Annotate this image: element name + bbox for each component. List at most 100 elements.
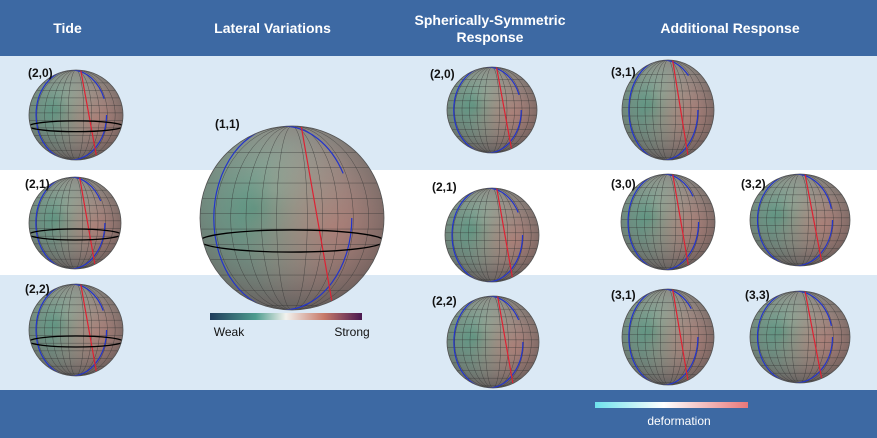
globe-label: (2,1)	[432, 180, 457, 194]
meridian	[791, 174, 809, 266]
meridian	[659, 174, 677, 270]
globe-tint	[29, 284, 123, 376]
globe: (3,2)	[741, 173, 851, 267]
meridian	[660, 289, 676, 385]
meridian	[758, 291, 842, 383]
meridian	[774, 291, 826, 383]
globe-grid	[447, 67, 537, 153]
meridian	[454, 67, 530, 153]
meridian	[454, 296, 532, 388]
equator	[29, 228, 121, 241]
globe-tint	[445, 188, 539, 282]
column-header: Lateral Variations	[214, 20, 331, 36]
meridian	[484, 67, 500, 153]
globe-outline	[446, 295, 540, 389]
globe-label: (3,2)	[741, 177, 766, 191]
meridian	[476, 67, 508, 153]
meridian	[36, 177, 114, 269]
meridian-blue	[35, 284, 108, 376]
globe: (2,2)	[25, 282, 124, 377]
globe-outline	[444, 187, 540, 283]
globe-label: (2,2)	[25, 282, 50, 296]
meridian	[36, 70, 116, 160]
globe-outline	[446, 66, 538, 154]
meridian-red	[80, 284, 98, 376]
globe-label: (3,1)	[611, 288, 636, 302]
globe-grid	[750, 291, 850, 383]
globe-outline	[28, 176, 122, 270]
meridian-red	[495, 67, 513, 153]
meridian-blue	[453, 67, 522, 153]
colorbar-low: Weak	[214, 325, 245, 339]
meridian	[791, 291, 809, 383]
globe-grid	[445, 188, 539, 282]
row-band	[0, 56, 877, 170]
meridian-red	[672, 174, 690, 270]
meridian-red	[804, 174, 824, 266]
globe: (3,3)	[745, 288, 851, 384]
globe-label: (2,0)	[430, 67, 455, 81]
meridian	[230, 126, 354, 310]
meridian	[637, 289, 699, 385]
meridian	[460, 188, 524, 282]
meridian	[758, 174, 842, 266]
meridian	[483, 188, 501, 282]
meridian	[469, 67, 515, 153]
globe-tint	[447, 67, 537, 153]
meridian-red	[804, 291, 824, 383]
globe-grid	[200, 126, 384, 310]
meridian	[652, 60, 684, 160]
meridian-blue	[451, 188, 524, 282]
globe-tint	[29, 177, 121, 269]
meridian	[636, 174, 700, 270]
column-header: Additional Response	[660, 20, 800, 36]
globe-tint	[200, 126, 384, 310]
meridian	[51, 177, 99, 269]
meridian-red	[80, 70, 98, 160]
globe-label: (3,3)	[745, 288, 770, 302]
meridian	[215, 126, 369, 310]
meridian-blue	[35, 177, 106, 269]
globe: (3,1)	[611, 288, 715, 386]
colorbar-high: Strong	[334, 325, 369, 339]
meridian	[660, 60, 676, 160]
meridian-red	[79, 177, 97, 269]
meridian	[261, 126, 323, 310]
meridian	[644, 174, 692, 270]
meridian	[629, 289, 707, 385]
meridian	[52, 70, 100, 160]
row-band	[0, 275, 877, 390]
column-header: Spherically-Symmetric Response	[414, 12, 566, 45]
meridian	[783, 291, 817, 383]
meridian	[629, 60, 707, 160]
globe-tint	[29, 70, 123, 160]
globe-label: (2,0)	[28, 66, 53, 80]
meridian	[245, 126, 339, 310]
meridian	[462, 296, 524, 388]
deformation-label: deformation	[647, 414, 710, 428]
equator	[29, 335, 123, 348]
meridian-blue	[756, 291, 834, 383]
globe-tint	[621, 174, 715, 270]
meridian-blue	[453, 296, 524, 388]
meridian	[783, 174, 817, 266]
meridian	[44, 284, 108, 376]
meridian-blue	[213, 126, 353, 310]
deformation-colorbar	[595, 402, 748, 408]
globe-label: (2,2)	[432, 294, 457, 308]
meridian-red	[497, 296, 515, 388]
meridian-blue	[35, 70, 108, 160]
meridian	[652, 174, 684, 270]
meridian	[766, 174, 834, 266]
meridian-red	[300, 126, 334, 310]
meridian-red	[672, 289, 690, 385]
meridian	[67, 70, 85, 160]
header-band	[0, 0, 877, 56]
meridian	[44, 177, 106, 269]
globe-outline	[749, 173, 851, 267]
meridian	[52, 284, 100, 376]
meridian-blue	[628, 289, 699, 385]
meridian	[44, 70, 108, 160]
meridian-blue	[756, 174, 834, 266]
